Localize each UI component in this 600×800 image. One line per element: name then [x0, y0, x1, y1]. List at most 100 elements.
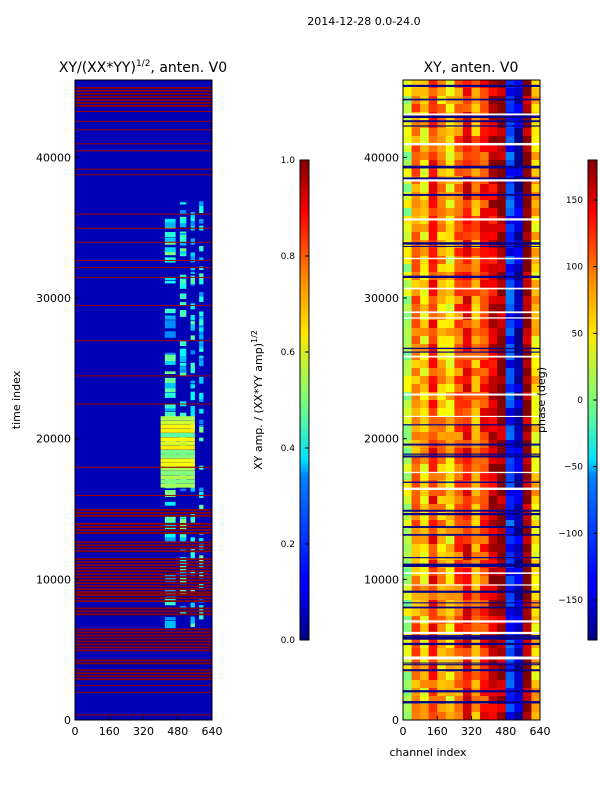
right-heatmap-cell: [514, 144, 524, 153]
right-heatmap-cell: [411, 376, 421, 385]
right-heatmap-cell: [420, 656, 430, 665]
right-heatmap-cell: [531, 472, 541, 481]
right-heatmap-cell: [497, 88, 507, 97]
left-heatmap-cell: [179, 565, 187, 569]
right-heatmap-cell: [411, 456, 421, 465]
right-heatmap-cell: [531, 88, 541, 97]
right-heatmap-cell: [488, 656, 498, 665]
right-heatmap-cell: [403, 664, 413, 673]
right-heatmap-cell: [480, 152, 490, 161]
right-heatmap-cell: [420, 320, 430, 329]
right-dark-row: [403, 481, 540, 483]
left-colorbar-ticks: 0.0 0.2 0.4 0.6 0.8 1.0: [281, 156, 309, 646]
right-heatmap-cell: [420, 672, 430, 681]
right-heatmap-cell: [480, 328, 490, 337]
left-heatmap-cell: [190, 380, 195, 384]
right-heatmap-cell: [505, 664, 515, 673]
right-heatmap-cell: [403, 672, 413, 681]
left-heatmap-cell: [199, 257, 204, 261]
left-heatmap-cell: [190, 620, 195, 628]
right-heatmap-cell: [531, 520, 541, 529]
right-heatmap-cell: [437, 520, 447, 529]
right-heatmap-cell: [428, 224, 438, 233]
right-heatmap-cell: [488, 600, 498, 609]
right-heatmap-cell: [471, 312, 481, 321]
left-red-row: [75, 573, 212, 576]
right-heatmap-cell: [522, 128, 532, 137]
right-heatmap-cell: [420, 392, 430, 401]
right-heatmap-cell: [471, 448, 481, 457]
right-heatmap-cell: [480, 656, 490, 665]
right-heatmap-cell: [403, 512, 413, 521]
right-heatmap-cell: [514, 584, 524, 593]
right-heatmap-cell: [522, 576, 532, 585]
left-heatmap-cell: [164, 280, 176, 284]
right-heatmap-cell: [471, 120, 481, 129]
left-heatmap-cell: [190, 368, 195, 374]
right-heatmap-cell: [428, 576, 438, 585]
right-heatmap-cell: [411, 696, 421, 705]
right-heatmap-cell: [497, 328, 507, 337]
right-dark-row: [403, 572, 540, 574]
right-heatmap-cell: [471, 232, 481, 241]
right-heatmap-cell: [505, 552, 515, 561]
right-heatmap-cell: [445, 672, 455, 681]
right-heatmap-cell: [522, 520, 532, 529]
right-heatmap-cell: [403, 184, 413, 193]
right-heatmap-cell: [531, 712, 541, 721]
right-heatmap-cell: [522, 584, 532, 593]
right-heatmap-cell: [411, 160, 421, 169]
right-heatmap-cell: [445, 296, 455, 305]
right-heatmap-cell: [514, 648, 524, 657]
right-heatmap-cell: [471, 168, 481, 177]
right-heatmap-cell: [462, 576, 472, 585]
left-heatmap-cell: [190, 602, 195, 609]
right-heatmap-cell: [445, 88, 455, 97]
left-red-row: [75, 637, 212, 640]
right-heatmap-cell: [497, 336, 507, 345]
left-red-row: [75, 87, 212, 89]
left-title: XY/(XX*YY)1/2, anten. V0: [59, 59, 227, 76]
right-heatmap-cell: [411, 448, 421, 457]
right-heatmap-cell: [488, 248, 498, 257]
right-heatmap-cell: [497, 424, 507, 433]
right-heatmap-cell: [437, 576, 447, 585]
right-heatmap-cell: [428, 208, 438, 217]
left-red-row: [75, 509, 212, 511]
right-heatmap-cell: [505, 360, 515, 369]
y-tick-label: 20000: [36, 433, 71, 446]
right-heatmap-cell: [428, 384, 438, 393]
left-heatmap-cell: [190, 212, 195, 218]
left-heatmap-cell: [190, 406, 195, 412]
right-dark-row: [403, 179, 540, 182]
right-heatmap-cell: [445, 416, 455, 425]
right-dark-row: [403, 642, 540, 646]
right-heatmap-cell: [505, 456, 515, 465]
right-heatmap-cell: [531, 384, 541, 393]
right-heatmap-cell: [428, 248, 438, 257]
right-heatmap-cell: [411, 184, 421, 193]
right-heatmap-cell: [411, 304, 421, 313]
right-heatmap-cell: [437, 360, 447, 369]
left-heatmap-cell: [179, 239, 187, 242]
right-heatmap-cell: [420, 120, 430, 129]
right-heatmap-cell: [420, 608, 430, 617]
right-heatmap-cell: [497, 600, 507, 609]
left-heatmap-cell: [199, 342, 204, 346]
right-heatmap-cell: [522, 536, 532, 545]
right-heatmap-cell: [505, 448, 515, 457]
right-heatmap-cell: [454, 696, 464, 705]
right-heatmap-cell: [437, 448, 447, 457]
right-heatmap-cell: [488, 544, 498, 553]
right-dark-row: [403, 513, 540, 516]
right-heatmap-cell: [505, 280, 515, 289]
y-tick-label: 20000: [364, 433, 399, 446]
right-dark-row: [403, 393, 540, 396]
right-heatmap-cell: [505, 424, 515, 433]
right-heatmap-cell: [403, 312, 413, 321]
right-heatmap-cell: [411, 504, 421, 513]
right-heatmap-cell: [403, 200, 413, 209]
right-heatmap-cell: [480, 232, 490, 241]
right-heatmap-cell: [428, 520, 438, 529]
right-heatmap-cell: [488, 208, 498, 217]
